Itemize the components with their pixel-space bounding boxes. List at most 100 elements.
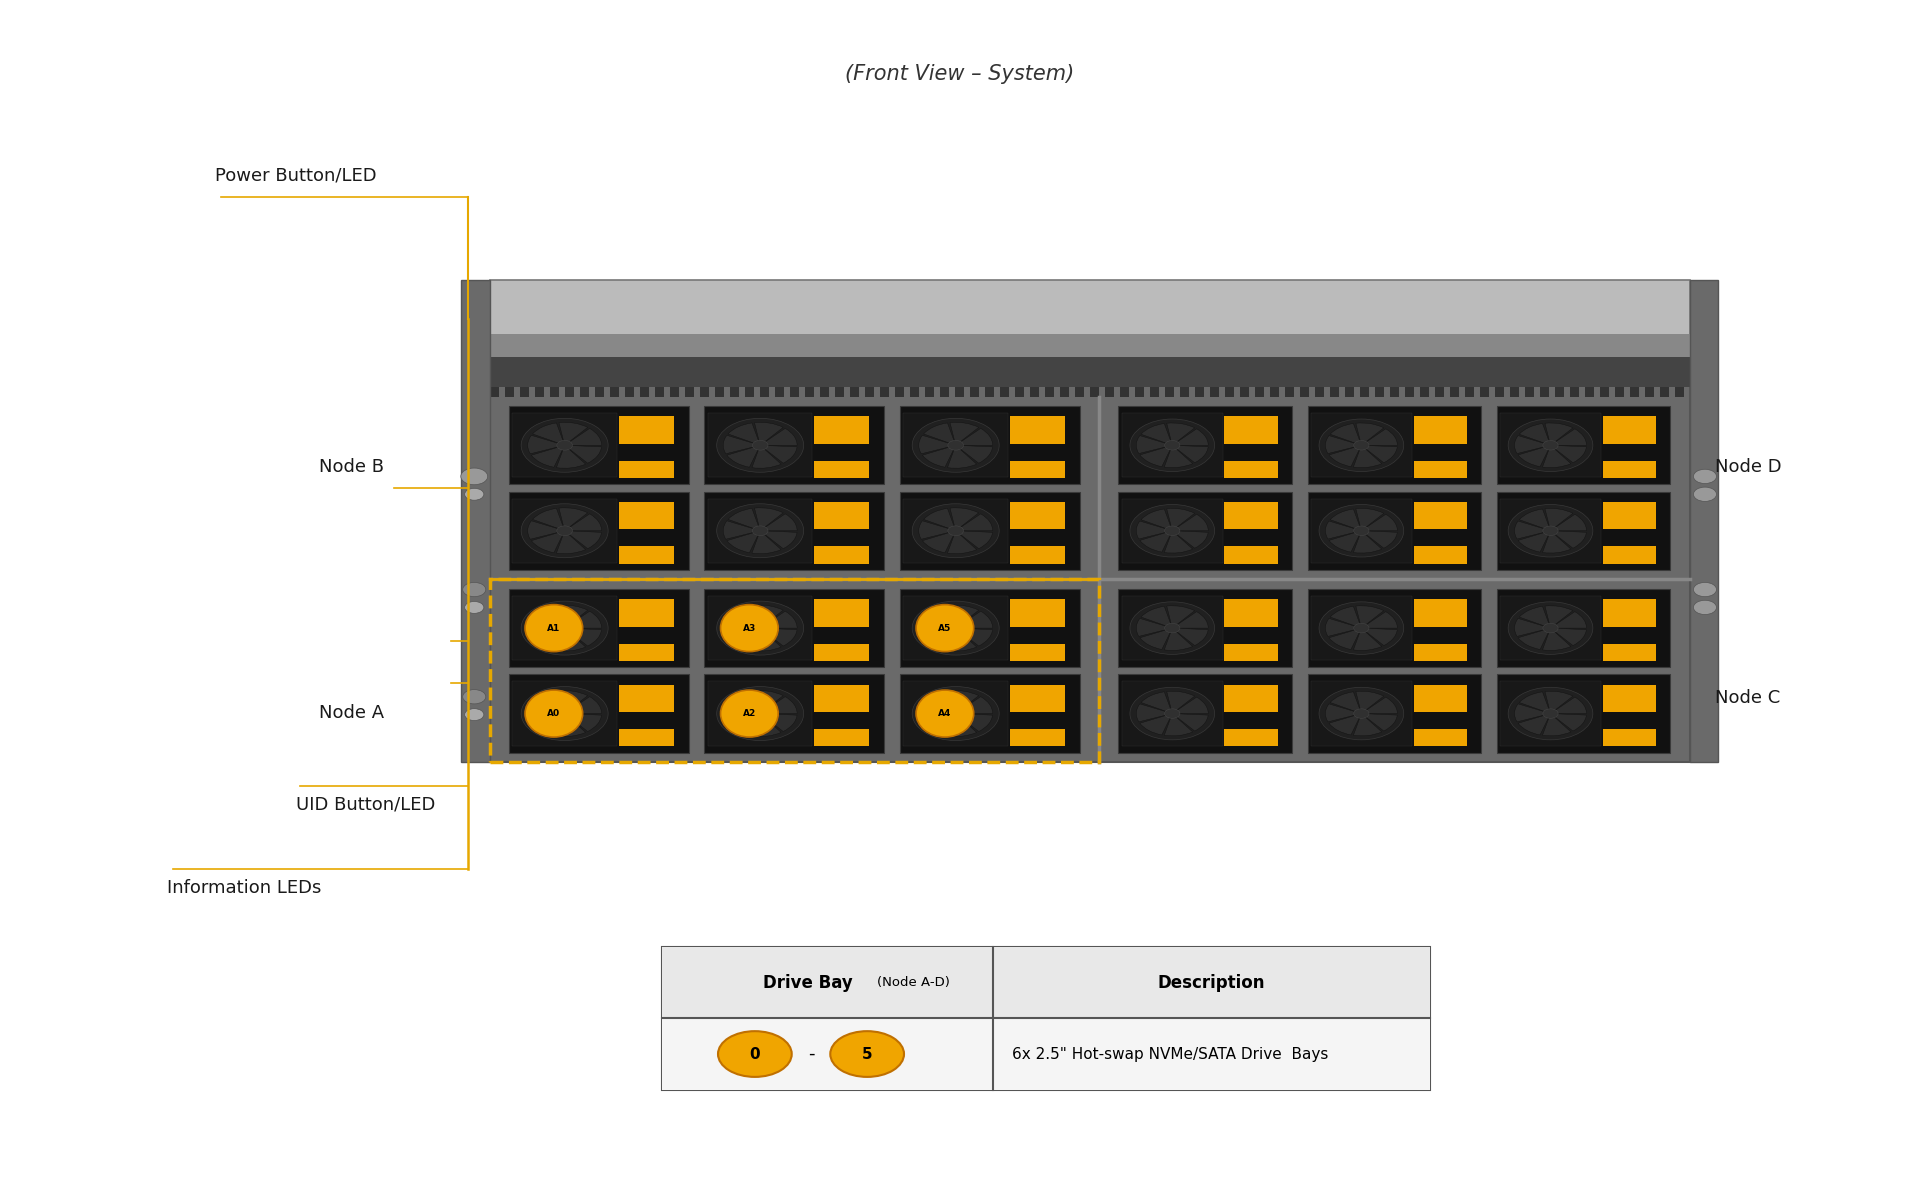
Text: Node A: Node A xyxy=(319,704,384,722)
FancyBboxPatch shape xyxy=(1329,387,1338,397)
Wedge shape xyxy=(1173,697,1208,713)
FancyBboxPatch shape xyxy=(1390,387,1398,397)
Wedge shape xyxy=(1361,515,1398,531)
Wedge shape xyxy=(532,423,564,445)
FancyBboxPatch shape xyxy=(1603,461,1655,478)
FancyBboxPatch shape xyxy=(745,387,753,397)
FancyBboxPatch shape xyxy=(985,387,995,397)
Wedge shape xyxy=(956,445,993,463)
FancyBboxPatch shape xyxy=(1599,387,1609,397)
FancyBboxPatch shape xyxy=(1500,681,1601,746)
FancyBboxPatch shape xyxy=(1010,644,1066,661)
FancyBboxPatch shape xyxy=(1089,387,1098,397)
Wedge shape xyxy=(724,436,760,454)
Wedge shape xyxy=(1331,424,1361,445)
FancyBboxPatch shape xyxy=(904,499,1008,563)
FancyBboxPatch shape xyxy=(1603,547,1655,563)
Text: Description: Description xyxy=(1158,973,1265,992)
Wedge shape xyxy=(1361,612,1398,628)
Text: Power Button/LED: Power Button/LED xyxy=(215,167,376,185)
Wedge shape xyxy=(1167,509,1194,531)
FancyBboxPatch shape xyxy=(1603,417,1655,444)
Text: Drive Bay: Drive Bay xyxy=(764,973,852,992)
Wedge shape xyxy=(1137,436,1173,454)
FancyBboxPatch shape xyxy=(1300,387,1309,397)
Wedge shape xyxy=(924,423,956,445)
Circle shape xyxy=(465,601,484,613)
FancyBboxPatch shape xyxy=(904,413,1008,478)
FancyBboxPatch shape xyxy=(1225,387,1233,397)
Circle shape xyxy=(716,504,804,557)
FancyBboxPatch shape xyxy=(1121,413,1223,478)
Wedge shape xyxy=(1164,445,1192,468)
FancyBboxPatch shape xyxy=(1498,492,1670,570)
Wedge shape xyxy=(728,713,760,736)
Wedge shape xyxy=(557,531,586,554)
Wedge shape xyxy=(1329,628,1361,649)
Circle shape xyxy=(557,709,572,718)
FancyBboxPatch shape xyxy=(708,596,812,660)
Wedge shape xyxy=(956,611,993,628)
FancyBboxPatch shape xyxy=(520,387,528,397)
Wedge shape xyxy=(728,509,760,531)
Wedge shape xyxy=(956,628,993,646)
Wedge shape xyxy=(1173,612,1208,628)
Circle shape xyxy=(1319,601,1404,654)
FancyBboxPatch shape xyxy=(1000,387,1008,397)
Wedge shape xyxy=(1329,713,1361,735)
FancyBboxPatch shape xyxy=(1375,387,1384,397)
Wedge shape xyxy=(1137,618,1173,636)
Wedge shape xyxy=(1354,445,1382,468)
FancyBboxPatch shape xyxy=(1603,599,1655,626)
FancyBboxPatch shape xyxy=(705,674,885,753)
FancyBboxPatch shape xyxy=(774,387,783,397)
FancyBboxPatch shape xyxy=(699,387,708,397)
FancyBboxPatch shape xyxy=(1165,387,1173,397)
Wedge shape xyxy=(1140,445,1173,467)
Wedge shape xyxy=(1515,618,1551,636)
Wedge shape xyxy=(559,605,588,628)
Wedge shape xyxy=(922,713,956,736)
FancyBboxPatch shape xyxy=(1524,387,1534,397)
Wedge shape xyxy=(564,713,601,731)
FancyBboxPatch shape xyxy=(595,387,603,397)
FancyBboxPatch shape xyxy=(1413,599,1467,626)
FancyBboxPatch shape xyxy=(895,387,904,397)
Circle shape xyxy=(1354,526,1369,536)
FancyBboxPatch shape xyxy=(939,387,948,397)
FancyBboxPatch shape xyxy=(513,499,616,563)
Wedge shape xyxy=(920,704,956,722)
FancyBboxPatch shape xyxy=(1465,387,1475,397)
FancyBboxPatch shape xyxy=(618,729,674,747)
FancyBboxPatch shape xyxy=(879,387,889,397)
FancyBboxPatch shape xyxy=(1010,417,1066,444)
FancyBboxPatch shape xyxy=(670,387,678,397)
Circle shape xyxy=(716,686,804,741)
Circle shape xyxy=(1544,623,1559,632)
Wedge shape xyxy=(564,445,601,463)
Circle shape xyxy=(520,418,609,473)
Wedge shape xyxy=(753,628,781,651)
Text: 5: 5 xyxy=(862,1047,872,1061)
Wedge shape xyxy=(1361,531,1398,548)
Circle shape xyxy=(1165,526,1181,536)
Wedge shape xyxy=(956,531,993,549)
Wedge shape xyxy=(1329,531,1361,553)
Wedge shape xyxy=(1140,509,1173,531)
Text: Node C: Node C xyxy=(1715,688,1780,706)
Wedge shape xyxy=(760,713,797,731)
FancyBboxPatch shape xyxy=(1659,387,1668,397)
Wedge shape xyxy=(1164,713,1192,736)
FancyBboxPatch shape xyxy=(1254,387,1263,397)
Wedge shape xyxy=(1167,606,1194,628)
Wedge shape xyxy=(724,704,760,722)
FancyBboxPatch shape xyxy=(1104,387,1114,397)
Wedge shape xyxy=(528,704,564,722)
Wedge shape xyxy=(1551,515,1586,531)
Wedge shape xyxy=(559,423,588,445)
FancyBboxPatch shape xyxy=(655,387,664,397)
Wedge shape xyxy=(1551,612,1586,628)
FancyBboxPatch shape xyxy=(1014,387,1023,397)
Circle shape xyxy=(912,686,998,741)
Circle shape xyxy=(1131,419,1215,472)
